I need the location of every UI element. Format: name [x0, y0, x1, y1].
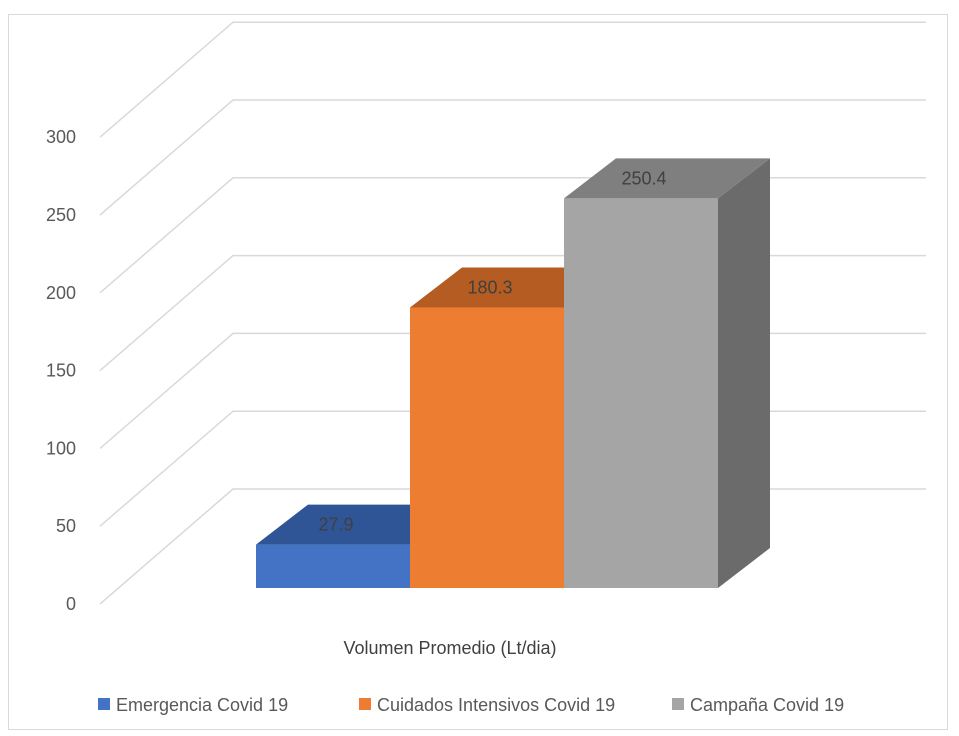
y-tick-label: 50	[56, 516, 76, 536]
data-label: 180.3	[467, 277, 512, 297]
bar-3	[564, 158, 770, 588]
y-tick-label: 300	[46, 127, 76, 147]
legend-label: Campaña Covid 19	[690, 695, 844, 715]
y-tick-label: 0	[66, 594, 76, 614]
legend-item-2: Cuidados Intensivos Covid 19	[359, 695, 615, 715]
data-labels: 27.9 180.3 250.4	[318, 168, 666, 534]
legend: Emergencia Covid 19 Cuidados Intensivos C…	[98, 695, 844, 715]
y-axis-ticks: 0 50 100 150 200 250 300	[46, 127, 76, 614]
legend-item-3: Campaña Covid 19	[672, 695, 844, 715]
y-tick-label: 250	[46, 205, 76, 225]
y-tick-label: 150	[46, 361, 76, 381]
legend-label: Emergencia Covid 19	[116, 695, 288, 715]
data-label: 27.9	[318, 515, 353, 535]
x-axis-label: Volumen Promedio (Lt/dia)	[343, 638, 556, 658]
bar-side-face	[718, 158, 770, 588]
bar-front-face	[564, 198, 718, 588]
bar-front-face	[256, 544, 410, 588]
bar-front-face	[410, 307, 564, 588]
legend-swatch	[98, 698, 110, 710]
data-label: 250.4	[621, 168, 666, 188]
bar-top-face	[564, 158, 770, 199]
legend-swatch	[672, 698, 684, 710]
y-tick-label: 100	[46, 438, 76, 458]
gridline	[99, 99, 926, 216]
legend-label: Cuidados Intensivos Covid 19	[377, 695, 615, 715]
gridline	[99, 21, 926, 138]
bars	[256, 158, 770, 588]
y-tick-label: 200	[46, 283, 76, 303]
legend-item-1: Emergencia Covid 19	[98, 695, 288, 715]
legend-swatch	[359, 698, 371, 710]
